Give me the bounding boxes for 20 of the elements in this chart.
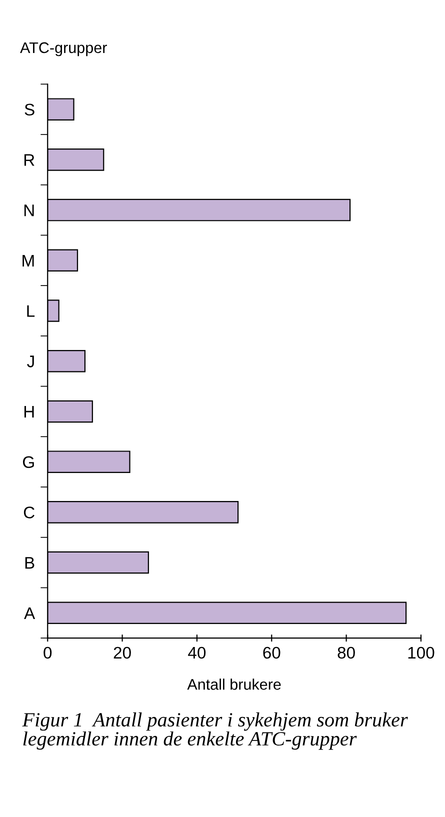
- y-tick-label: C: [24, 506, 34, 518]
- y-tick-label: S: [24, 104, 34, 116]
- y-tick-label: M: [22, 254, 34, 266]
- y-tick-label: B: [25, 557, 34, 569]
- y-tick-label: R: [24, 154, 34, 166]
- text: Figur 1 Antall pasienter i sykehjem som bruker legemidler innen de enkelte ATC-grupper: [22, 712, 408, 750]
- y-tick-label: H: [24, 406, 34, 418]
- y-tick-label: N: [24, 204, 34, 216]
- y-axis-title: ATC-grupper: [20, 42, 107, 56]
- y-tick-label: L: [27, 305, 35, 317]
- x-tick-label: 100: [408, 646, 434, 659]
- x-tick-label: 40: [188, 646, 206, 659]
- x-axis-title: Antall brukere: [187, 678, 281, 690]
- x-tick-label: 60: [263, 646, 280, 659]
- x-tick-label: 0: [44, 646, 52, 659]
- y-tick-label: G: [22, 456, 34, 468]
- y-tick-label: A: [24, 607, 36, 619]
- y-tick-label: J: [27, 356, 34, 368]
- x-tick-label: 80: [338, 646, 355, 659]
- x-tick-label: 20: [114, 646, 131, 659]
